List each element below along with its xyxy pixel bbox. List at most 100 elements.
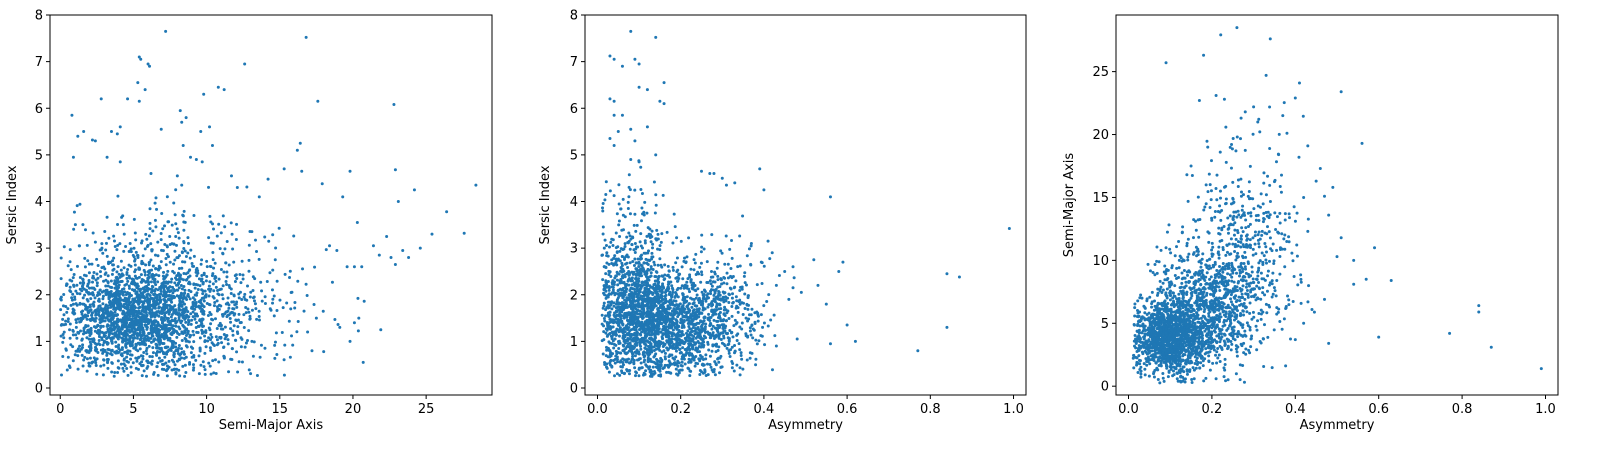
scatter-point <box>207 361 211 365</box>
scatter-point <box>134 366 138 370</box>
scatter-point <box>182 240 186 244</box>
scatter-point <box>265 280 269 284</box>
scatter-point <box>211 359 215 363</box>
scatter-point <box>174 341 178 345</box>
scatter-point <box>83 256 87 260</box>
scatter-point <box>690 305 694 309</box>
scatter-point <box>175 367 179 371</box>
scatter-point <box>175 227 179 231</box>
scatter-point <box>140 360 144 364</box>
scatter-point <box>603 319 607 323</box>
scatter-point <box>111 332 115 336</box>
scatter-point <box>100 318 104 322</box>
scatter-point <box>124 302 128 306</box>
scatter-point <box>76 367 80 371</box>
scatter-point <box>271 233 275 237</box>
x-tick-label: 10 <box>198 402 215 417</box>
scatter-point <box>642 294 646 298</box>
scatter-point <box>121 309 125 313</box>
scatter-point <box>104 241 108 245</box>
scatter-point <box>217 222 221 226</box>
scatter-point <box>672 342 676 346</box>
scatter-point <box>93 296 97 300</box>
scatter-point <box>183 249 187 253</box>
scatter-point <box>153 299 157 303</box>
scatter-point <box>227 370 231 374</box>
scatter-point <box>660 310 664 314</box>
scatter-point <box>195 291 199 295</box>
scatter-point <box>62 245 66 249</box>
scatter-point <box>170 326 174 330</box>
scatter-point <box>711 313 715 317</box>
scatter-point <box>602 246 606 250</box>
scatter-point <box>617 334 621 338</box>
scatter-point <box>116 194 120 198</box>
scatter-point <box>173 249 177 253</box>
x-tick-label: 15 <box>272 402 289 417</box>
scatter-point <box>133 231 137 235</box>
scatter-point <box>115 275 119 279</box>
scatter-point <box>207 185 211 189</box>
scatter-point <box>356 329 360 333</box>
scatter-point <box>639 326 643 330</box>
scatter-point <box>99 274 103 278</box>
scatter-point <box>202 299 206 303</box>
scatter-point <box>189 248 193 252</box>
scatter-point <box>618 326 622 330</box>
scatter-point <box>713 373 717 377</box>
scatter-point <box>76 354 80 358</box>
scatter-point <box>618 259 622 263</box>
scatter-point <box>196 330 200 334</box>
scatter-point <box>612 346 616 350</box>
scatter-point <box>702 319 706 323</box>
scatter-point <box>648 374 652 378</box>
scatter-point <box>667 269 671 273</box>
scatter-point <box>627 342 631 346</box>
scatter-point <box>602 304 606 308</box>
scatter-point <box>288 276 292 280</box>
scatter-point <box>703 325 707 329</box>
scatter-point <box>117 347 121 351</box>
scatter-point <box>634 261 638 265</box>
scatter-point <box>177 315 181 319</box>
scatter-point <box>158 342 162 346</box>
scatter-point <box>154 196 158 200</box>
scatter-point <box>632 325 636 329</box>
scatter-point <box>666 264 670 268</box>
scatter-point <box>173 289 177 293</box>
scatter-point <box>601 306 605 310</box>
scatter-point <box>651 285 655 289</box>
scatter-point <box>624 352 628 356</box>
scatter-point <box>146 62 150 66</box>
scatter-point <box>209 322 213 326</box>
scatter-point <box>200 308 204 311</box>
scatter-point <box>638 340 642 344</box>
scatter-point <box>70 279 74 283</box>
scatter-point <box>87 310 91 314</box>
scatter-point <box>278 298 282 302</box>
scatter-point <box>130 325 134 329</box>
scatter-point <box>170 242 174 246</box>
scatter-point <box>118 296 122 300</box>
scatter-point <box>94 310 98 314</box>
scatter-point <box>165 303 169 307</box>
scatter-point <box>683 307 687 311</box>
scatter-point <box>748 351 752 355</box>
scatter-point <box>720 282 724 286</box>
scatter-point <box>659 374 663 378</box>
scatter-point <box>124 317 128 321</box>
scatter-point <box>188 297 192 301</box>
scatter-point <box>173 258 177 262</box>
scatter-point <box>147 344 151 348</box>
scatter-point <box>94 278 98 282</box>
scatter-point <box>153 302 157 306</box>
scatter-point <box>106 361 110 365</box>
scatter-point <box>645 327 649 331</box>
scatter-point <box>163 242 167 246</box>
scatter-point <box>640 305 644 309</box>
scatter-point <box>122 266 126 270</box>
scatter-point <box>99 324 103 328</box>
scatter-point <box>699 330 703 334</box>
scatter-point <box>214 285 218 289</box>
scatter-point <box>627 332 631 336</box>
